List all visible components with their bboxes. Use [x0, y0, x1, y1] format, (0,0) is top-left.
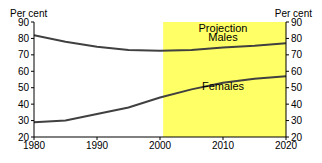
svg-text:Projection: Projection: [198, 22, 248, 35]
svg-text:90: 90: [18, 17, 30, 28]
svg-text:40: 40: [291, 99, 303, 110]
svg-text:60: 60: [291, 66, 303, 77]
svg-text:1990: 1990: [86, 140, 109, 151]
svg-text:90: 90: [291, 17, 303, 28]
svg-text:30: 30: [291, 115, 303, 126]
svg-text:Males: Males: [208, 31, 238, 43]
svg-text:70: 70: [291, 49, 303, 60]
html-text:Per cent: Per cent: [274, 8, 312, 19]
svg-text:50: 50: [18, 82, 30, 93]
svg-text:2010: 2010: [212, 140, 235, 151]
svg-text:20: 20: [18, 132, 30, 143]
svg-text:70: 70: [18, 49, 30, 60]
svg-text:40: 40: [18, 99, 30, 110]
svg-text:30: 30: [18, 115, 30, 126]
svg-text:80: 80: [18, 33, 30, 44]
svg-text:2020: 2020: [274, 140, 298, 152]
svg-text:80: 80: [291, 33, 303, 44]
svg-text:20: 20: [291, 132, 303, 143]
svg-text:2000: 2000: [149, 140, 172, 151]
svg-text:60: 60: [18, 66, 30, 77]
svg-text:1980: 1980: [22, 140, 46, 152]
svg-text:50: 50: [291, 82, 303, 93]
svg-text:Females: Females: [202, 80, 245, 92]
html-text:Per cent: Per cent: [10, 8, 48, 19]
